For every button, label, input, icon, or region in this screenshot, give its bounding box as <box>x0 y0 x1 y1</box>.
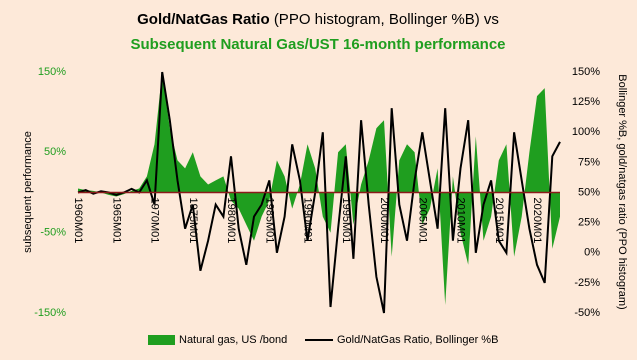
y-tick-label: -150% <box>34 307 66 319</box>
line <box>77 71 561 314</box>
y-tick-label: 150% <box>38 66 66 78</box>
x-tick-label: 2015M01 <box>493 198 505 244</box>
y2-tick-label: -50% <box>574 307 600 319</box>
x-tick-label: 1995M01 <box>340 198 352 244</box>
x-tick-label: 2010M01 <box>455 198 467 244</box>
x-tick-label: 1990M01 <box>302 198 314 244</box>
y2-tick-label: 150% <box>572 66 600 78</box>
legend-label: Natural gas, US /bond <box>179 334 287 346</box>
y-axis-title: subsequent performance <box>22 131 34 253</box>
legend-label: Gold/NatGas Ratio, Bollinger %B <box>337 334 498 346</box>
y-tick-label: 50% <box>44 146 66 158</box>
y2-tick-label: 75% <box>578 156 600 168</box>
chart-title: Gold/NatGas Ratio (PPO histogram, Bollin… <box>137 11 499 28</box>
x-tick-label: 2005M01 <box>416 198 428 244</box>
y-tick-label: -50% <box>40 227 66 239</box>
y2-tick-label: 100% <box>572 126 600 138</box>
y2-tick-label: 25% <box>578 217 600 229</box>
x-tick-label: 1985M01 <box>263 198 275 244</box>
x-tick-label: 2020M01 <box>531 198 543 244</box>
x-tick-label: 1975M01 <box>187 198 199 244</box>
x-tick-label: 1980M01 <box>225 198 237 244</box>
y2-tick-label: 50% <box>578 186 600 198</box>
legend-swatch <box>148 335 175 345</box>
x-tick-label: 2000M01 <box>378 198 390 244</box>
title-note: (PPO histogram, Bollinger %B) vs <box>274 11 499 28</box>
area <box>78 72 560 305</box>
chart-subtitle: Subsequent Natural Gas/UST 16-month perf… <box>130 36 505 53</box>
y2-tick-label: -25% <box>574 277 600 289</box>
x-tick-label: 1970M01 <box>149 198 161 244</box>
y2-tick-label: 0% <box>584 247 600 259</box>
y2-axis-title: Bollinger %B, gold/natgas ratio (PPO his… <box>616 74 628 309</box>
x-tick-label: 1965M01 <box>110 198 122 244</box>
title-main: Gold/NatGas Ratio <box>137 11 270 28</box>
y2-tick-label: 125% <box>572 96 600 108</box>
x-tick-label: 1960M01 <box>72 198 84 244</box>
